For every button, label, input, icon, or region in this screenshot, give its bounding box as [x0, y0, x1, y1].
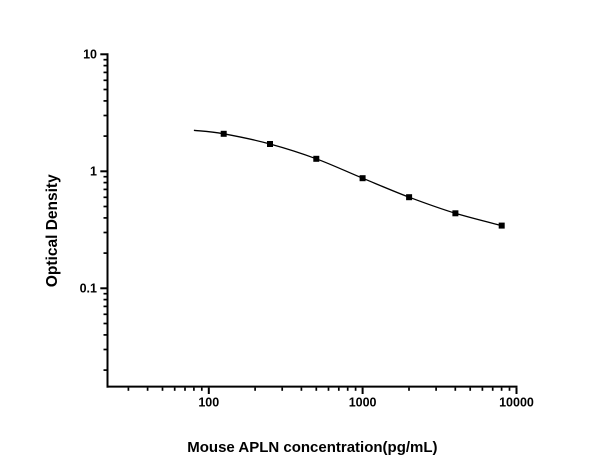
svg-text:Mouse APLN concentration(pg/mL: Mouse APLN concentration(pg/mL) — [187, 439, 437, 456]
svg-text:100: 100 — [198, 396, 219, 410]
svg-text:1: 1 — [90, 165, 97, 179]
svg-text:Optical Density: Optical Density — [44, 174, 61, 287]
svg-text:10000: 10000 — [499, 396, 534, 410]
svg-text:0.1: 0.1 — [80, 282, 97, 296]
svg-text:10: 10 — [83, 48, 97, 62]
svg-text:1000: 1000 — [349, 396, 377, 410]
